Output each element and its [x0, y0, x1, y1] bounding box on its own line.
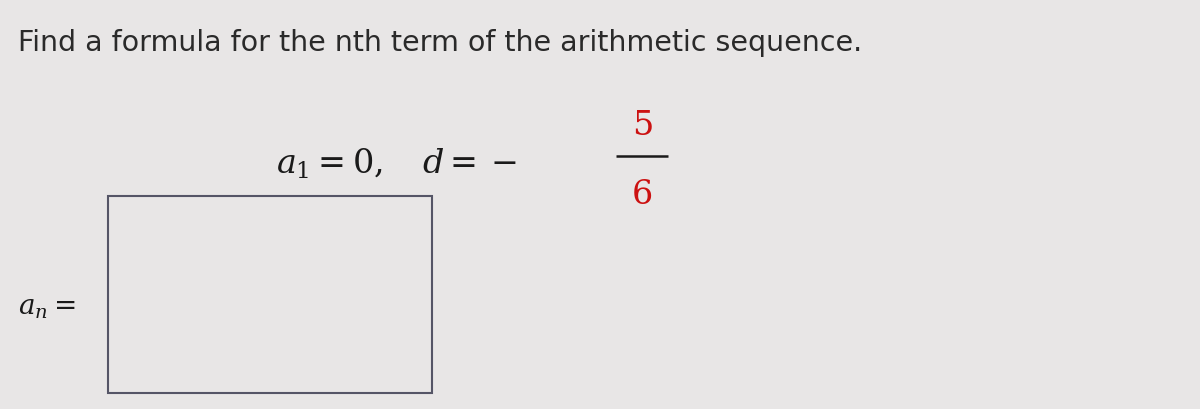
Text: $5$: $5$: [631, 108, 653, 141]
Text: Find a formula for the nth term of the arithmetic sequence.: Find a formula for the nth term of the a…: [18, 29, 863, 56]
Text: $a_1 = 0, \quad d = -$: $a_1 = 0, \quad d = -$: [276, 146, 517, 181]
Bar: [108, 196, 432, 393]
Text: $6$: $6$: [631, 178, 653, 211]
Text: $a_n =$: $a_n =$: [18, 293, 76, 321]
